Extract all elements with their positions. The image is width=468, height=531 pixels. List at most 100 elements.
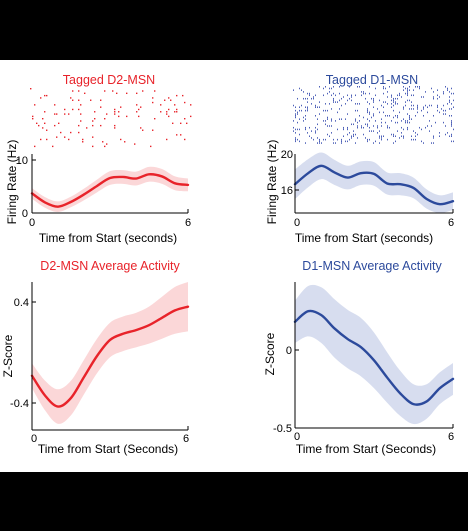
spike-mark [413, 108, 414, 110]
series-line [30, 305, 190, 408]
spike-mark [78, 108, 80, 111]
spike-mark [391, 133, 392, 136]
spike-mark [433, 142, 434, 144]
spike-mark [449, 115, 450, 117]
spike-mark [42, 118, 44, 120]
spike-mark [327, 109, 328, 112]
spike-mark [425, 104, 426, 107]
spike-mark [407, 92, 408, 95]
error-band [295, 152, 453, 214]
spike-mark [403, 86, 404, 88]
y-axis-label: Firing Rate (Hz) [5, 140, 19, 225]
spike-mark [92, 120, 94, 122]
spike-mark [407, 91, 408, 93]
spike-mark [126, 92, 128, 95]
spike-mark [367, 111, 368, 114]
series-line [293, 164, 455, 206]
spike-mark [347, 140, 348, 143]
spike-mark [393, 104, 394, 107]
spike-mark [369, 138, 370, 141]
spike-mark [78, 90, 80, 92]
spike-mark [297, 97, 298, 100]
x-tick-label: 0 [294, 431, 300, 443]
spike-mark [423, 108, 424, 110]
spike-mark [411, 94, 412, 97]
spike-mark [136, 92, 138, 95]
spike-mark [116, 92, 118, 95]
spike-mark [373, 97, 374, 100]
spike-mark [377, 132, 378, 134]
spike-mark [395, 103, 396, 105]
spike-mark [349, 97, 350, 100]
spike-mark [345, 118, 346, 120]
spike-mark [419, 87, 420, 90]
spike-mark [46, 138, 48, 141]
spike-mark [317, 118, 318, 120]
spike-mark [381, 137, 382, 139]
spike-mark [54, 113, 56, 115]
spike-mark [373, 125, 374, 127]
spike-mark [152, 97, 154, 99]
spike-mark [389, 126, 390, 129]
spike-mark [399, 94, 400, 97]
spike-mark [38, 124, 40, 127]
spike-mark [337, 138, 338, 141]
spike-mark [443, 121, 444, 124]
spike-mark [407, 126, 408, 129]
spike-mark [323, 94, 324, 97]
spike-mark [403, 128, 404, 131]
spike-mark [307, 106, 308, 109]
spike-mark [415, 138, 416, 141]
spike-mark [443, 104, 444, 107]
spike-mark [303, 97, 304, 100]
spike-mark [361, 126, 362, 129]
spike-mark [72, 90, 74, 92]
spike-mark [142, 90, 144, 92]
panel-d2-firing: Tagged D2-MSN 10 0 0 6 Time from Start (… [5, 73, 192, 245]
spike-mark [305, 142, 306, 144]
spike-mark [311, 97, 312, 100]
spike-mark [329, 87, 330, 90]
spike-mark [439, 132, 440, 134]
spike-mark [118, 115, 120, 118]
spike-mark [307, 132, 308, 134]
spike-mark [295, 106, 296, 109]
spike-mark [367, 138, 368, 141]
spike-mark [451, 125, 452, 127]
spike-mark [327, 116, 328, 119]
spike-mark [60, 131, 62, 134]
spike-mark [305, 128, 306, 131]
x-axis-label: Time from Start (seconds) [295, 231, 433, 245]
spike-mark [343, 96, 344, 98]
spike-mark [449, 99, 450, 102]
spike-mark [415, 115, 416, 117]
spike-mark [381, 125, 382, 127]
chart-title: Tagged D2-MSN [63, 73, 155, 87]
spike-mark [387, 126, 388, 129]
spike-mark [393, 116, 394, 119]
spike-mark [411, 104, 412, 107]
spike-mark [451, 135, 452, 138]
spike-mark [417, 86, 418, 88]
spike-mark [417, 133, 418, 136]
spike-mark [381, 138, 382, 141]
spike-mark [293, 126, 294, 129]
spike-mark [164, 99, 166, 101]
spike-mark [36, 122, 38, 125]
spike-mark [68, 113, 70, 115]
spike-mark [64, 108, 66, 111]
spike-mark [54, 124, 56, 127]
spike-mark [413, 138, 414, 141]
spike-mark [120, 138, 122, 141]
x-tick-label: 6 [448, 431, 454, 443]
figure: Tagged D2-MSN 10 0 0 6 Time from Start (… [0, 60, 468, 472]
spike-mark [301, 104, 302, 107]
spike-mark [313, 97, 314, 100]
spike-mark [174, 104, 176, 106]
spike-mark [453, 128, 454, 131]
spike-mark [44, 94, 46, 97]
spike-mark [391, 120, 392, 122]
spike-mark [379, 137, 380, 139]
spike-mark [375, 120, 376, 122]
spike-mark [377, 108, 378, 110]
